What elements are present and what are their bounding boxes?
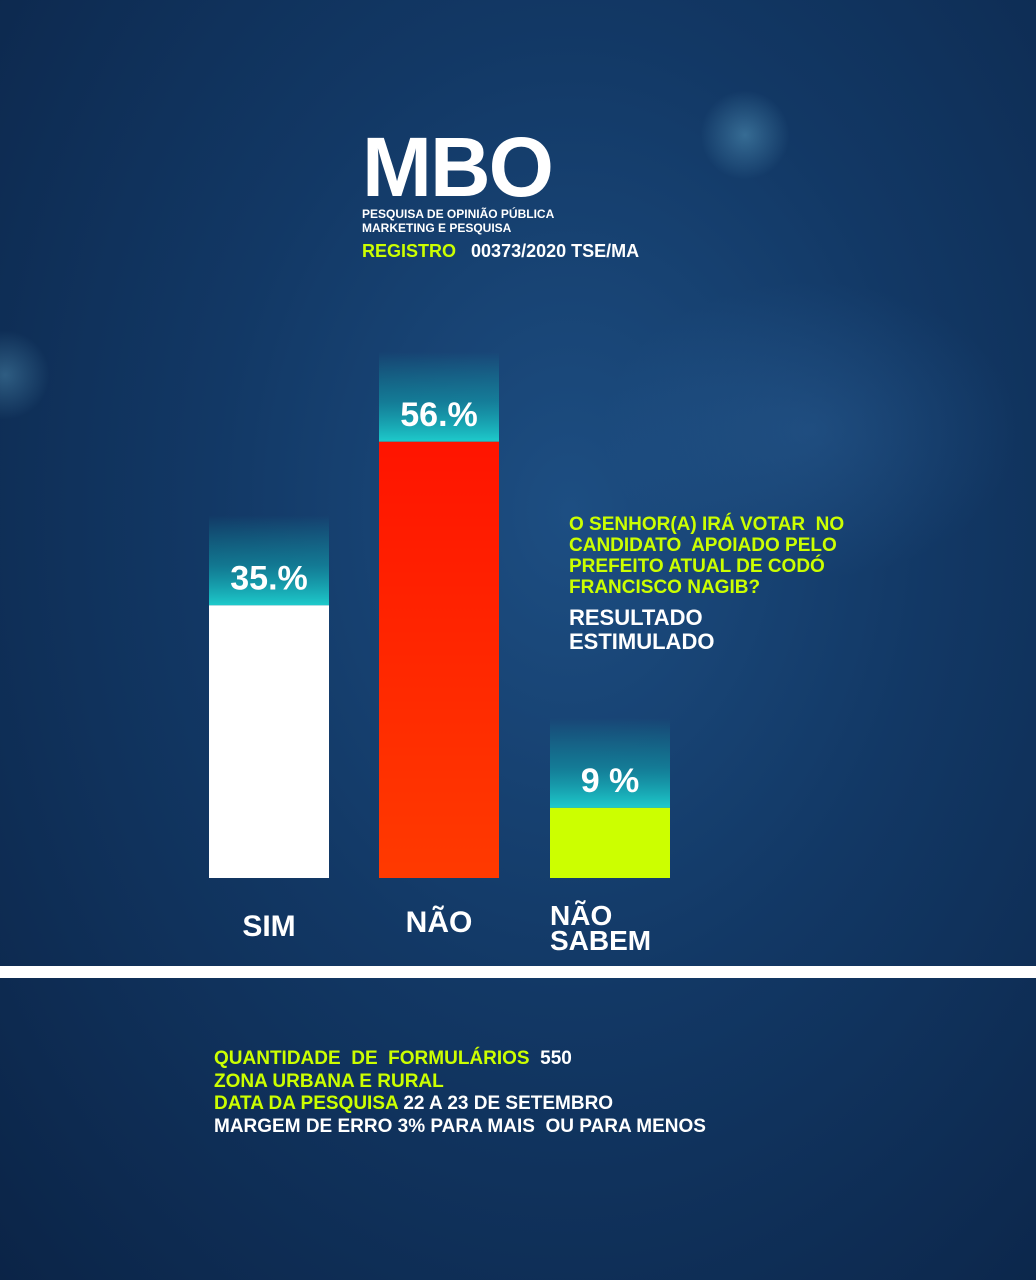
bar-glow bbox=[550, 717, 670, 808]
result-line: RESULTADO bbox=[569, 605, 703, 630]
margin-of-error: MARGEM DE ERRO 3% PARA MAIS OU PARA MENO… bbox=[214, 1115, 706, 1137]
header: MBO PESQUISA DE OPINIÃO PÚBLICA MARKETIN… bbox=[362, 120, 782, 262]
forms-label: QUANTIDADE DE FORMULÁRIOS bbox=[214, 1048, 530, 1069]
question-line: PREFEITO ATUAL DE CODÓ bbox=[569, 556, 825, 577]
bar-glow bbox=[209, 515, 329, 606]
category-label: SIM bbox=[242, 910, 295, 943]
poll-question: O SENHOR(A) IRÁ VOTAR NO CANDIDATO APOIA… bbox=[569, 514, 929, 598]
date-row: DATA DA PESQUISA 22 A 23 DE SETEMBRO bbox=[214, 1093, 914, 1116]
brand-subtitle-1: PESQUISA DE OPINIÃO PÚBLICA bbox=[362, 207, 555, 221]
data-label: 56.% bbox=[400, 396, 478, 434]
survey-details: QUANTIDADE DE FORMULÁRIOS 550 ZONA URBAN… bbox=[214, 1048, 914, 1138]
question-line: FRANCISCO NAGIB? bbox=[569, 577, 761, 598]
forms-row: QUANTIDADE DE FORMULÁRIOS 550 bbox=[214, 1048, 914, 1071]
registration-value: 00373/2020 TSE/MA bbox=[471, 241, 640, 261]
question-line: O SENHOR(A) IRÁ VOTAR NO bbox=[569, 514, 845, 535]
bar-glow bbox=[379, 351, 499, 442]
bar-chart: 35.% SIM 56.% NÃO 9 % NÃO SABEM bbox=[209, 351, 670, 956]
result-line: ESTIMULADO bbox=[569, 629, 715, 654]
date-label: DATA DA PESQUISA bbox=[214, 1093, 399, 1114]
date-value: 22 A 23 DE SETEMBRO bbox=[403, 1093, 614, 1114]
result-type: RESULTADO ESTIMULADO bbox=[569, 606, 829, 654]
bar-0 bbox=[209, 605, 329, 878]
data-label: 9 % bbox=[581, 762, 640, 800]
category-label: NÃO bbox=[406, 905, 473, 939]
zone-text: ZONA URBANA E RURAL bbox=[214, 1070, 444, 1092]
category-label: NÃO SABEM bbox=[550, 900, 651, 956]
brand-subtitle-2: MARKETING E PESQUISA bbox=[362, 221, 512, 235]
forms-value: 550 bbox=[540, 1048, 572, 1069]
registration-label: REGISTRO bbox=[362, 241, 457, 261]
brand-logo: MBO bbox=[362, 120, 554, 214]
bar-2 bbox=[550, 807, 670, 878]
divider bbox=[0, 966, 1036, 978]
bar-1 bbox=[379, 441, 499, 878]
data-label: 35.% bbox=[230, 559, 308, 597]
question-line: CANDIDATO APOIADO PELO bbox=[569, 535, 837, 556]
registration: REGISTRO 00373/2020 TSE/MA bbox=[362, 240, 782, 262]
